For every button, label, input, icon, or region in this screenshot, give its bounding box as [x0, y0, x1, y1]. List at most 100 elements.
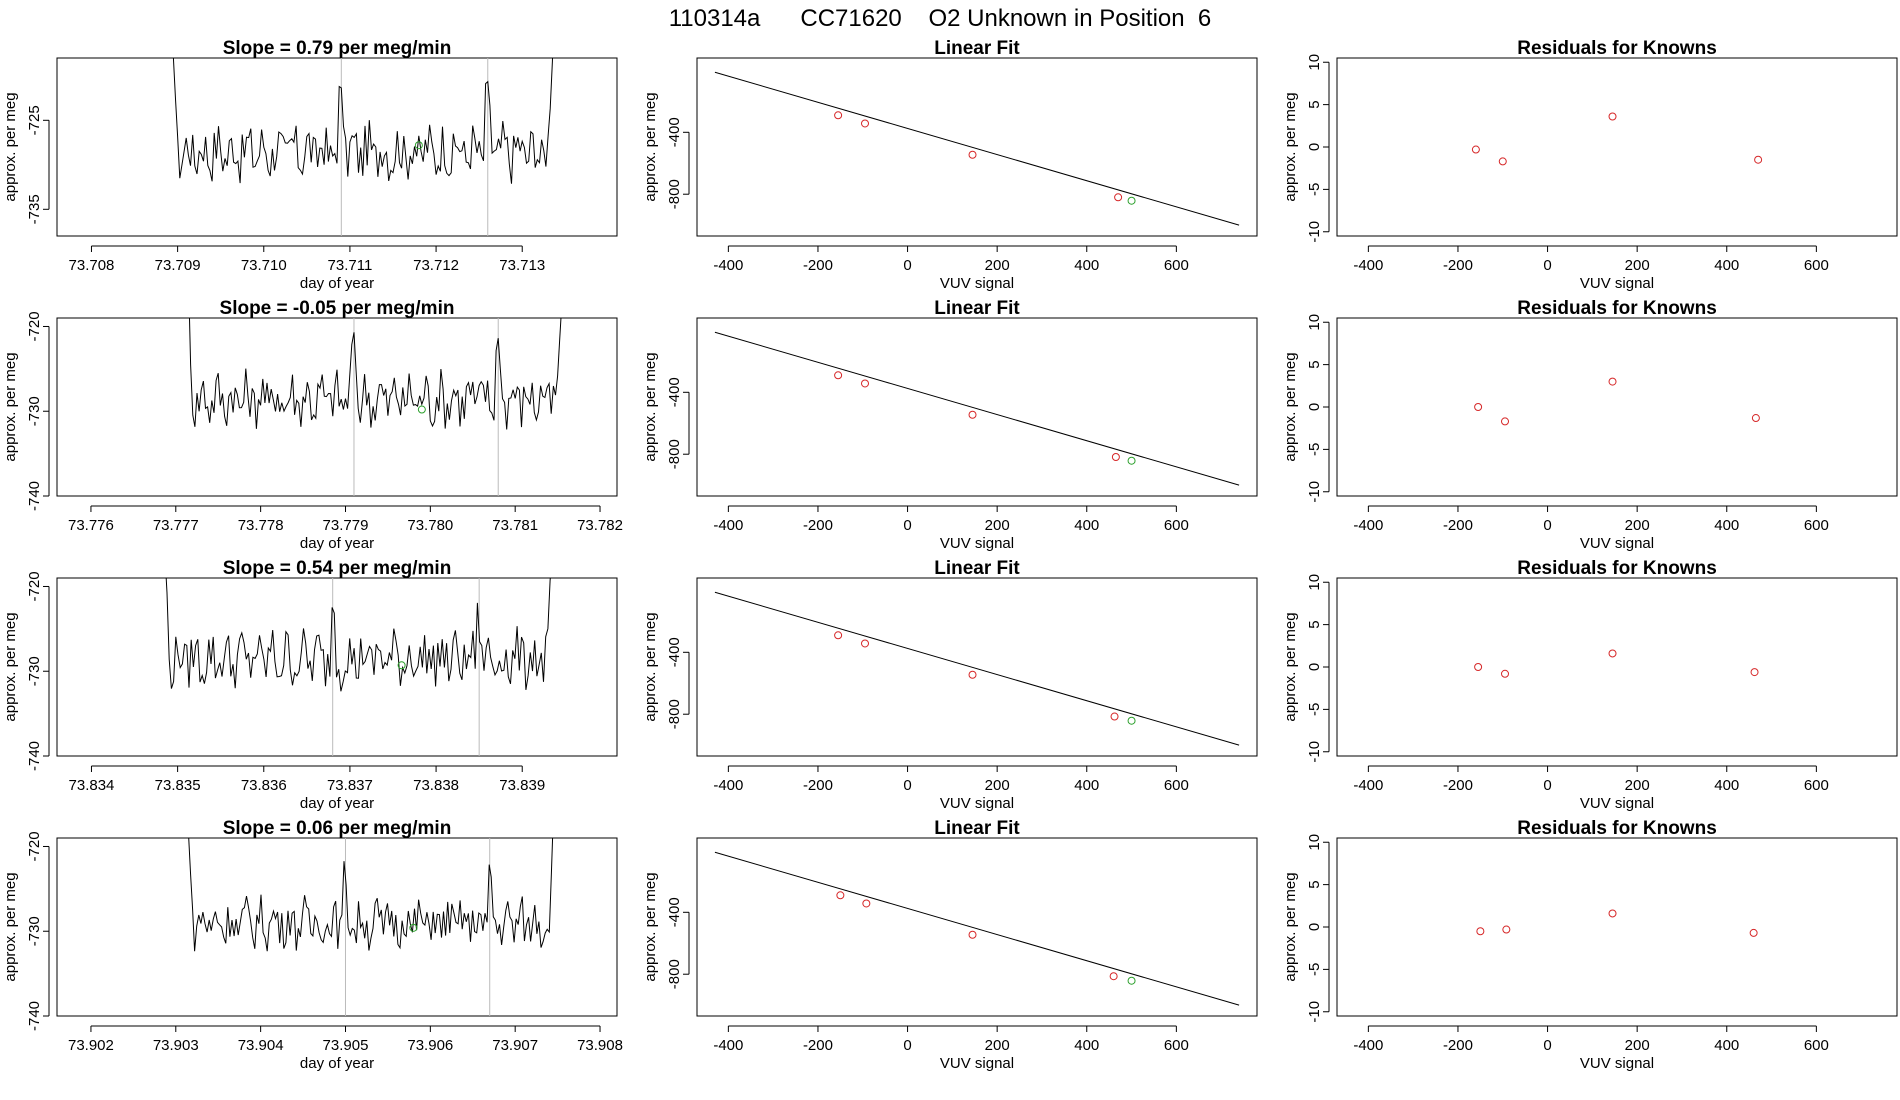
time-series-panel-2: Slope = -0.05 per meg/min 73.776 73.777 73.… — [2, 298, 623, 552]
unknown-marker — [397, 661, 406, 670]
linear-fit-plot-frame — [696, 577, 1258, 757]
residuals-y-tick-label: 0 — [1306, 403, 1323, 411]
residuals-panel-3: Residuals for Knowns -400 -200 0 200 400 600 VU… — [1282, 558, 1898, 812]
residuals-y-axis-label: approx. per meg — [1282, 872, 1299, 981]
linear-fit-x-tick-label: 600 — [1164, 257, 1189, 274]
residuals-x-tick-label: 600 — [1804, 517, 1829, 534]
time-series-title: Slope = 0.06 per meg/min — [223, 818, 452, 839]
residual-point — [1750, 668, 1759, 677]
residuals-y-tick-label: -10 — [1306, 1001, 1323, 1023]
linear-fit-y-tick-label: -400 — [666, 117, 683, 147]
residuals-plot-frame — [1336, 57, 1898, 237]
residuals-x-axis-label: VUV signal — [1580, 275, 1654, 292]
linear-fit-y-tick-label: -400 — [666, 377, 683, 407]
known-standard-point — [861, 119, 869, 128]
time-series-y-axis-label: approx. per meg — [2, 352, 19, 461]
time-series-y-tick-label: -740 — [26, 1001, 43, 1031]
time-series-x-tick-label: 73.904 — [238, 1037, 284, 1054]
linear-fit-x-axis-label: VUV signal — [940, 1055, 1014, 1072]
residuals-x-tick-label: 400 — [1714, 257, 1739, 274]
time-series-x-tick-label: 73.779 — [323, 517, 369, 534]
linear-fit-title: Linear Fit — [934, 558, 1020, 579]
residual-point — [1501, 669, 1509, 678]
known-standard-point — [861, 639, 869, 648]
residuals-x-tick-label: 400 — [1714, 1037, 1739, 1054]
residuals-x-tick-label: 600 — [1804, 777, 1829, 794]
linear-fit-panel-1: Linear Fit -400 -200 0 200 400 600 VUV signal -4… — [642, 38, 1258, 292]
residuals-y-axis-label: approx. per meg — [1282, 612, 1299, 721]
residuals-x-tick-label: 0 — [1543, 777, 1551, 794]
time-series-y-tick-label: -730 — [26, 656, 43, 686]
residuals-x-tick-label: -400 — [1353, 1037, 1383, 1054]
residuals-y-tick-label: -10 — [1306, 221, 1323, 243]
time-series-x-tick-label: 73.836 — [241, 777, 287, 794]
residuals-x-tick-label: -200 — [1443, 517, 1473, 534]
time-series-x-tick-label: 73.782 — [577, 517, 623, 534]
residuals-x-axis-label: VUV signal — [1580, 535, 1654, 552]
linear-fit-x-tick-label: -200 — [803, 777, 833, 794]
known-standard-point — [836, 891, 845, 900]
time-series-x-tick-label: 73.903 — [153, 1037, 199, 1054]
known-standard-point — [1114, 193, 1123, 202]
residuals-y-tick-label: 10 — [1306, 574, 1323, 591]
residuals-x-tick-label: -200 — [1443, 1037, 1473, 1054]
residuals-y-tick-label: 10 — [1306, 834, 1323, 851]
time-series-title: Slope = 0.54 per meg/min — [223, 558, 452, 579]
time-series-x-tick-label: 73.712 — [413, 257, 459, 274]
time-series-y-tick-label: -725 — [26, 105, 43, 135]
residuals-x-tick-label: 0 — [1543, 1037, 1551, 1054]
residuals-x-tick-label: -200 — [1443, 777, 1473, 794]
linear-fit-x-axis-label: VUV signal — [940, 795, 1014, 812]
time-series-y-axis-label: approx. per meg — [2, 612, 19, 721]
time-series-y-tick-label: -735 — [26, 194, 43, 224]
figure-title: 110314a CC71620 O2 Unknown in Position 6 — [669, 5, 1212, 32]
linear-fit-x-tick-label: 400 — [1074, 517, 1099, 534]
linear-fit-plot-frame — [696, 837, 1258, 1017]
time-series-x-tick-label: 73.908 — [577, 1037, 623, 1054]
known-standard-point — [834, 111, 843, 120]
regression-line — [714, 591, 1240, 746]
residuals-y-axis-label: approx. per meg — [1282, 92, 1299, 201]
unknown-marker — [417, 405, 426, 414]
known-standard-point — [834, 631, 843, 640]
time-series-x-tick-label: 73.834 — [69, 777, 115, 794]
residual-point — [1474, 663, 1483, 671]
residual-point — [1754, 155, 1763, 164]
residual-point — [1476, 927, 1485, 936]
time-series-line — [172, 58, 554, 184]
residual-point — [1608, 112, 1617, 121]
residuals-y-tick-label: 5 — [1306, 100, 1323, 108]
linear-fit-plot-frame — [696, 57, 1258, 237]
residuals-y-tick-label: -5 — [1306, 963, 1323, 976]
linear-fit-y-axis-label: approx. per meg — [642, 352, 659, 461]
residuals-y-tick-label: 0 — [1306, 143, 1323, 151]
linear-fit-x-tick-label: -400 — [713, 1037, 743, 1054]
regression-line — [714, 331, 1240, 486]
time-series-x-tick-label: 73.902 — [68, 1037, 114, 1054]
known-standard-point — [968, 930, 977, 939]
linear-fit-x-tick-label: 0 — [903, 1037, 911, 1054]
linear-fit-x-tick-label: -200 — [803, 1037, 833, 1054]
time-series-x-tick-label: 73.711 — [328, 257, 373, 274]
residuals-x-tick-label: -200 — [1443, 257, 1473, 274]
linear-fit-panel-3: Linear Fit -400 -200 0 200 400 600 VUV signal -4… — [642, 558, 1258, 812]
time-series-y-axis-label: approx. per meg — [2, 92, 19, 201]
linear-fit-y-tick-label: -400 — [666, 637, 683, 667]
residuals-y-tick-label: -5 — [1306, 183, 1323, 196]
linear-fit-x-tick-label: 0 — [903, 517, 911, 534]
time-series-panel-3: Slope = 0.54 per meg/min 73.834 73.835 73.8… — [2, 558, 618, 812]
residuals-x-tick-label: 400 — [1714, 517, 1739, 534]
time-series-x-axis-label: day of year — [300, 535, 374, 552]
residuals-y-tick-label: 5 — [1306, 360, 1323, 368]
residuals-plot-frame — [1336, 317, 1898, 497]
residuals-panel-4: Residuals for Knowns -400 -200 0 200 400 600 VU… — [1282, 818, 1898, 1072]
linear-fit-x-tick-label: 0 — [903, 777, 911, 794]
residual-point — [1471, 145, 1480, 154]
unknown-marker — [414, 141, 423, 150]
time-series-panel-1: Slope = 0.79 per meg/min 73.708 73.709 73.7… — [2, 38, 618, 292]
residuals-x-axis-label: VUV signal — [1580, 795, 1654, 812]
residuals-x-tick-label: 600 — [1804, 257, 1829, 274]
residuals-x-tick-label: 0 — [1543, 257, 1551, 274]
residuals-x-tick-label: -400 — [1353, 517, 1383, 534]
time-series-line — [188, 318, 562, 430]
